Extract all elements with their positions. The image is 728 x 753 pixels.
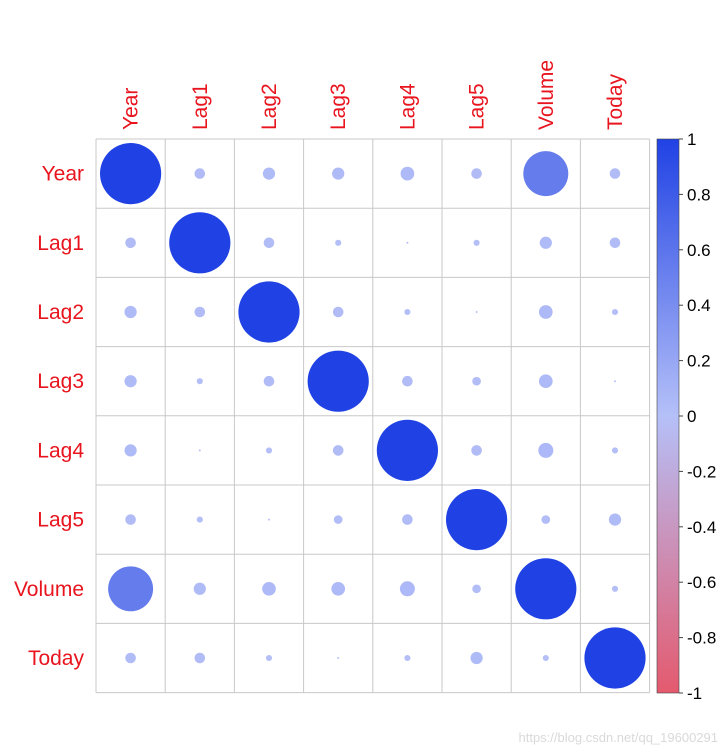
- watermark: https://blog.csdn.net/qq_19600291: [518, 730, 719, 745]
- corr-circle-lag3-lag2: [263, 375, 275, 387]
- corr-circle-lag1-today: [609, 237, 621, 249]
- corr-circle-lag2-lag4: [404, 308, 411, 316]
- corr-circle-lag3-lag5: [472, 376, 481, 386]
- col-label-lag5: Lag5: [466, 83, 489, 130]
- corr-circle-lag3-year: [124, 375, 137, 388]
- corr-circle-volume-lag2: [262, 581, 276, 596]
- row-label-today: Today: [28, 647, 85, 670]
- corr-circle-today-year: [125, 652, 136, 664]
- corr-circle-volume-lag5: [472, 584, 481, 594]
- corr-circle-volume-year: [108, 566, 154, 612]
- corr-circle-lag3-today: [614, 380, 616, 383]
- colorbar-tick-label: -0.6: [687, 573, 716, 592]
- corr-circle-lag1-lag3: [335, 239, 342, 246]
- corr-circle-today-lag4: [404, 654, 411, 662]
- row-label-volume: Volume: [14, 578, 84, 601]
- corr-circle-lag3-lag4: [402, 375, 413, 387]
- corr-circle-year-lag5: [471, 168, 482, 179]
- corr-circle-lag2-year: [124, 305, 137, 319]
- corr-circle-lag1-year: [125, 237, 136, 249]
- corr-circle-lag5-lag5: [446, 488, 508, 551]
- corr-circle-lag1-lag5: [473, 239, 480, 246]
- colorbar-tick-label: -0.4: [687, 518, 716, 537]
- corr-circle-today-lag2: [265, 654, 273, 662]
- col-label-lag4: Lag4: [396, 83, 419, 130]
- grid-lines: [95, 138, 651, 694]
- corr-circle-lag4-today: [611, 447, 619, 454]
- corr-circle-lag5-today: [608, 513, 622, 526]
- row-label-lag4: Lag4: [37, 439, 84, 462]
- corr-circle-lag5-lag1: [196, 516, 203, 523]
- corr-circle-year-year: [100, 143, 162, 205]
- corr-circle-lag4-year: [124, 444, 137, 457]
- col-label-year: Year: [120, 88, 143, 130]
- corr-circle-volume-lag1: [193, 582, 206, 595]
- corr-circle-lag3-lag1: [196, 378, 203, 385]
- corr-circle-lag4-lag3: [332, 445, 344, 456]
- colorbar-tick-label: 1: [687, 130, 696, 149]
- corr-circle-volume-volume: [515, 558, 577, 620]
- corr-circle-today-lag5: [470, 651, 483, 665]
- col-label-volume: Volume: [535, 60, 558, 130]
- corr-circle-lag2-lag1: [194, 306, 206, 318]
- corr-circle-lag4-lag5: [471, 445, 482, 456]
- column-labels: Year Lag1 Lag2 Lag3 Lag4 Lag5 Volume Today: [120, 60, 627, 130]
- corr-circle-lag2-volume: [538, 305, 553, 319]
- corr-circle-year-today: [609, 168, 621, 179]
- corr-circle-lag5-lag3: [333, 515, 343, 524]
- corr-circle-lag1-volume: [539, 236, 552, 249]
- row-labels: Year Lag1 Lag2 Lag3 Lag4 Lag5 Volume Today: [14, 163, 85, 670]
- corr-circle-lag4-lag2: [265, 447, 273, 454]
- colorbar-tick-label: -0.8: [687, 629, 716, 648]
- col-label-today: Today: [604, 73, 627, 130]
- corr-circle-lag4-volume: [538, 442, 554, 458]
- corr-circle-lag3-volume: [538, 374, 553, 389]
- corr-circle-today-today: [584, 627, 646, 689]
- row-label-lag2: Lag2: [37, 301, 84, 324]
- corr-circle-year-lag2: [262, 167, 276, 180]
- colorbar-tick-label: 0.2: [687, 352, 711, 371]
- corr-circle-lag3-lag3: [307, 350, 369, 412]
- corr-circle-today-lag3: [337, 657, 340, 659]
- colorbar-tick-label: 0.8: [687, 185, 711, 204]
- col-label-lag3: Lag3: [327, 83, 350, 130]
- row-label-lag5: Lag5: [37, 509, 84, 532]
- corr-circle-lag1-lag1: [169, 212, 231, 274]
- corr-circle-today-lag1: [194, 652, 206, 664]
- colorbar-tick-label: -1: [687, 684, 702, 703]
- colorbar-gradient: [656, 138, 680, 694]
- corr-circle-lag2-lag2: [238, 281, 300, 343]
- row-label-year: Year: [42, 163, 84, 186]
- corr-circle-lag1-lag2: [263, 237, 275, 249]
- colorbar: 1 0.8 0.6 0.4 0.2 0 -0.2 -0.4 -0.6 -0.8 -1: [656, 130, 716, 703]
- corr-circle-year-lag3: [332, 167, 345, 180]
- corr-circle-lag5-lag2: [268, 518, 270, 521]
- row-label-lag1: Lag1: [37, 232, 84, 255]
- corr-circle-year-lag1: [194, 168, 206, 179]
- corr-circle-volume-lag4: [399, 581, 415, 597]
- correlation-circles: [100, 143, 646, 689]
- corr-circle-year-volume: [523, 151, 569, 197]
- corr-circle-year-lag4: [400, 166, 415, 181]
- corr-circle-lag2-lag5: [475, 311, 478, 313]
- col-label-lag2: Lag2: [258, 83, 281, 130]
- corr-circle-lag2-lag3: [332, 306, 344, 318]
- corr-circle-lag2-today: [611, 308, 619, 316]
- colorbar-tick-label: -0.2: [687, 462, 716, 481]
- colorbar-tick-label: 0.6: [687, 241, 711, 260]
- col-label-lag1: Lag1: [189, 83, 212, 130]
- corr-circle-lag4-lag1: [198, 449, 201, 452]
- corr-circle-lag5-volume: [541, 515, 551, 524]
- corr-circle-today-volume: [542, 654, 549, 662]
- colorbar-tick-label: 0.4: [687, 296, 711, 315]
- corr-circle-lag5-lag4: [402, 514, 413, 525]
- corr-circle-volume-today: [611, 585, 619, 592]
- corr-circle-volume-lag3: [331, 581, 346, 596]
- colorbar-tick-label: 0: [687, 407, 696, 426]
- corr-circle-lag5-year: [125, 514, 136, 525]
- row-label-lag3: Lag3: [37, 370, 84, 393]
- corr-circle-lag1-lag4: [406, 241, 409, 244]
- corr-circle-lag4-lag4: [376, 419, 438, 481]
